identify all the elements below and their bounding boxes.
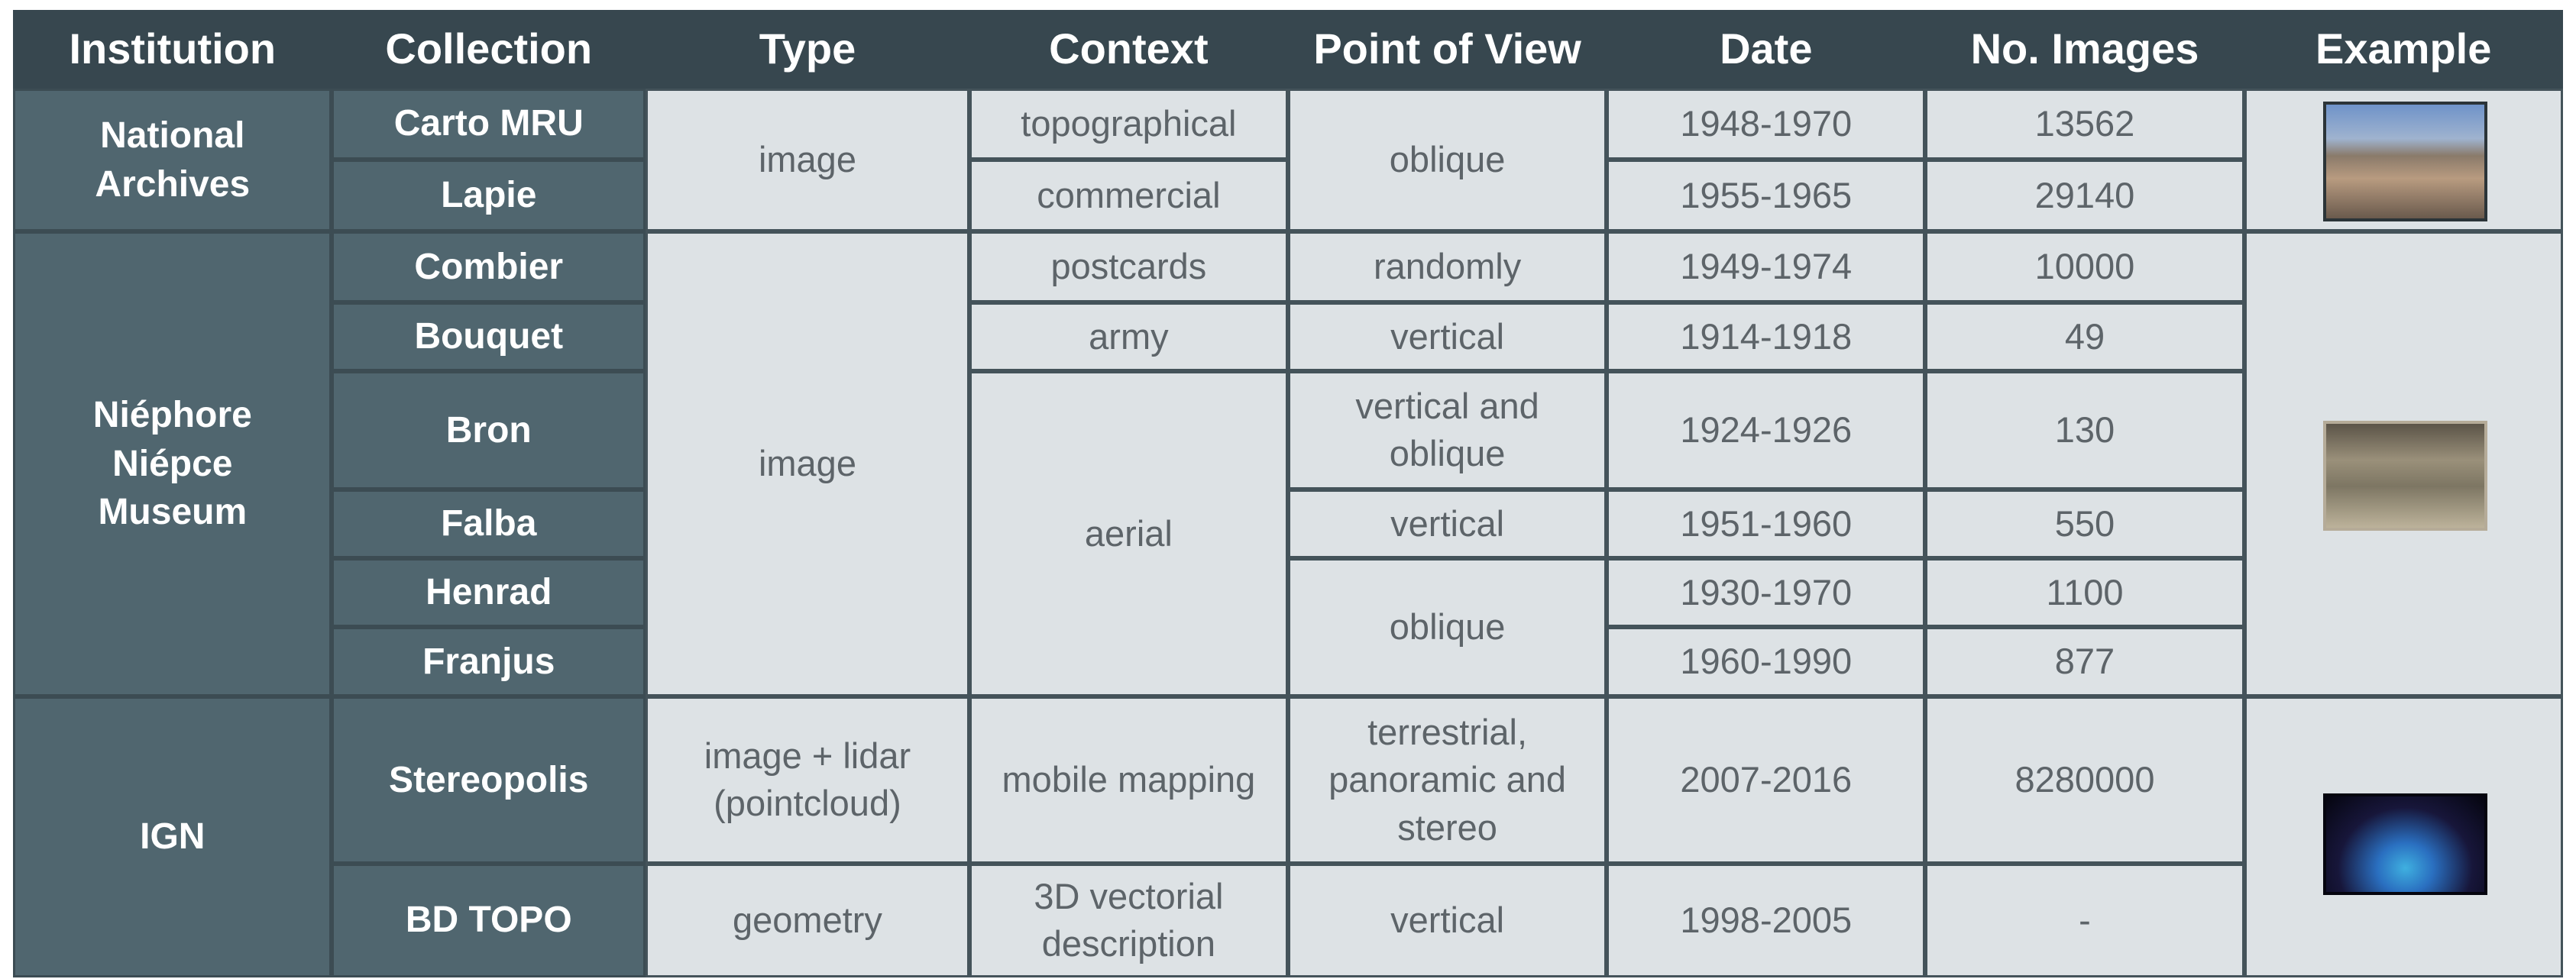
- data-cell: 550: [1925, 489, 2244, 559]
- data-cell: mobile mapping: [969, 696, 1288, 864]
- header-cell: Type: [759, 24, 856, 73]
- data-cell: terrestrial, panoramic and stereo: [1288, 696, 1607, 864]
- data-cell: 29140: [1925, 159, 2244, 232]
- label-cell: Franjus: [332, 627, 646, 696]
- data-cell: 1998-2005: [1607, 864, 1926, 977]
- header-cell: Point of View: [1313, 24, 1581, 73]
- data-cell: 10000: [1925, 231, 2244, 302]
- data-cell: vertical: [1288, 302, 1607, 371]
- data-cell: 1955-1965: [1607, 159, 1926, 232]
- label-cell: BD TOPO: [332, 864, 646, 977]
- data-cell: 877: [1925, 627, 2244, 696]
- data-cell: vertical: [1288, 864, 1607, 977]
- data-cell: 3D vectorial description: [969, 864, 1288, 977]
- data-cell: army: [969, 302, 1288, 371]
- header-cell: Context: [1049, 24, 1209, 73]
- data-cell: 2007-2016: [1607, 696, 1926, 864]
- label-cell: Stereopolis: [332, 696, 646, 864]
- label-cell: IGN: [13, 696, 332, 977]
- data-cell: 1948-1970: [1607, 89, 1926, 160]
- label-cell: Falba: [332, 489, 646, 559]
- data-cell: image: [646, 89, 969, 232]
- data-cell: vertical and oblique: [1288, 371, 1607, 490]
- data-cell: 8280000: [1925, 696, 2244, 864]
- label-cell: Niéphore Niépce Museum: [13, 231, 332, 696]
- data-cell: 1949-1974: [1607, 231, 1926, 302]
- data-cell: 130: [1925, 371, 2244, 490]
- header-cell: No. Images: [1970, 24, 2199, 73]
- label-cell: Henrad: [332, 558, 646, 628]
- data-cell: 13562: [1925, 89, 2244, 160]
- data-cell: image: [646, 231, 969, 696]
- header-cell: Collection: [385, 24, 593, 73]
- label-cell: Bron: [332, 371, 646, 490]
- example-image: [2322, 102, 2487, 222]
- example-image: [2322, 793, 2487, 896]
- data-cell: postcards: [969, 231, 1288, 302]
- data-cell: 1914-1918: [1607, 302, 1926, 371]
- data-cell: geometry: [646, 864, 969, 977]
- data-cell: 1951-1960: [1607, 489, 1926, 559]
- data-cell: image + lidar (pointcloud): [646, 696, 969, 864]
- header-cell: Example: [2315, 24, 2492, 73]
- label-cell: Combier: [332, 231, 646, 302]
- data-cell: vertical: [1288, 489, 1607, 559]
- data-cell: 1930-1970: [1607, 558, 1926, 628]
- data-cell: topographical: [969, 89, 1288, 160]
- header-band: [13, 10, 2563, 89]
- header-cell: Date: [1720, 24, 1813, 73]
- label-cell: Bouquet: [332, 302, 646, 371]
- data-cell: 49: [1925, 302, 2244, 371]
- data-cell: commercial: [969, 159, 1288, 232]
- label-cell: Carto MRU: [332, 89, 646, 160]
- data-cell: 1960-1990: [1607, 627, 1926, 696]
- data-cell: oblique: [1288, 558, 1607, 696]
- data-cell: aerial: [969, 371, 1288, 696]
- label-cell: Lapie: [332, 159, 646, 232]
- data-cell: 1924-1926: [1607, 371, 1926, 490]
- example-image: [2322, 420, 2487, 531]
- label-cell: National Archives: [13, 89, 332, 232]
- data-cell: randomly: [1288, 231, 1607, 302]
- data-cell: oblique: [1288, 89, 1607, 232]
- data-cell: 1100: [1925, 558, 2244, 628]
- header-cell: Institution: [69, 24, 277, 73]
- data-cell: -: [1925, 864, 2244, 977]
